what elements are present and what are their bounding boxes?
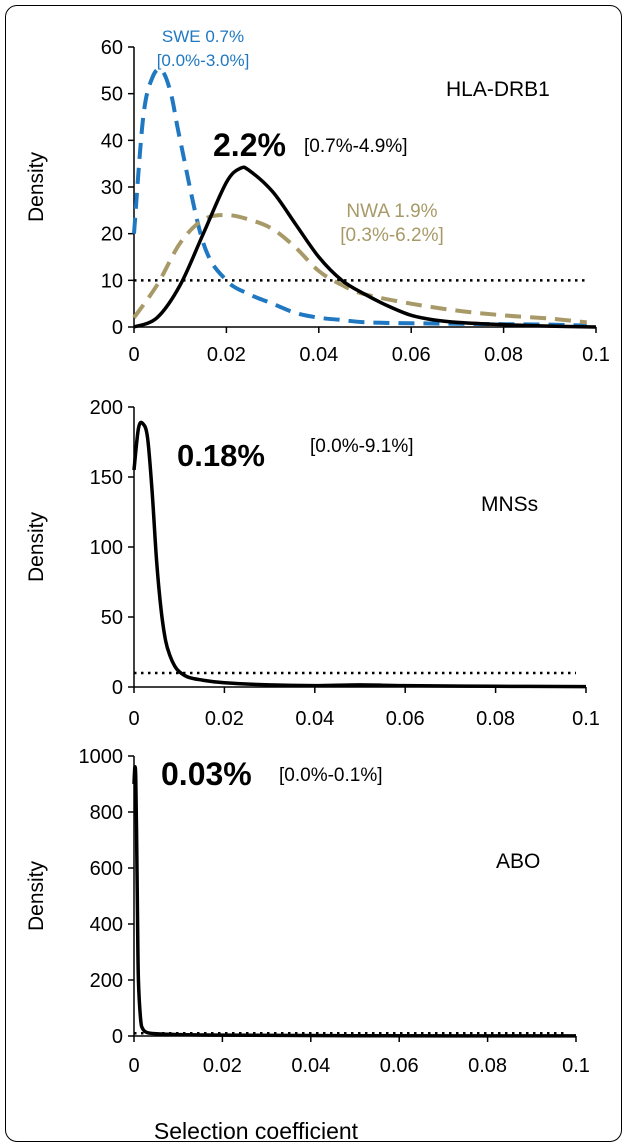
population-annotation: SWE 0.7% [162,27,244,46]
panel-3: 0 200 400 600 800 1000 0 0.02 0.04 0.06 0.08 0.1 Den… [25,746,590,1077]
x-tick-label: 0 [128,344,139,366]
y-tick-label: 600 [90,858,123,880]
figure-frame: 0 10 20 30 40 50 60 0 0.02 0.04 0.06 0.08 0.1 Density… [5,5,622,1143]
estimate-label: 0.18% [177,438,265,473]
x-tick-label: 0.1 [562,1055,590,1077]
gene-label: MNSs [481,493,538,516]
density-curve-dashed [132,213,587,325]
y-tick-label: 150 [90,467,123,489]
x-tick-label: 0.04 [291,1055,330,1077]
density-curve-dashed [132,67,587,328]
x-axis-title: Selection coefficient [154,1118,359,1143]
y-tick-label: 40 [101,130,123,152]
interval-label: [0.7%-4.9%] [304,136,408,157]
estimate-label: 0.03% [161,756,252,792]
x-tick-label: 0.02 [203,1055,242,1077]
y-tick-label: 20 [101,224,123,246]
gene-label: HLA-DRB1 [446,78,550,101]
y-axis-label: Density [25,151,48,222]
y-tick-label: 60 [101,37,123,59]
x-tick-label: 0 [128,1055,139,1077]
x-tick-label: 0.1 [582,344,610,366]
y-tick-label: 10 [101,270,123,292]
density-curve-solid [132,420,587,689]
interval-label: [0.0%-9.1%] [310,436,414,457]
population-annotation: [0.0%-3.0%] [157,51,250,70]
density-curve-solid [133,165,597,329]
x-tick-label: 0.02 [207,344,246,366]
y-tick-label: 0 [112,677,123,699]
y-tick-label: 400 [90,914,123,936]
gene-label: ABO [496,850,540,873]
y-tick-label: 800 [90,802,123,824]
population-annotation: NWA 1.9% [346,201,437,222]
population-annotation: [0.3%-6.2%] [340,225,444,246]
x-tick-label: 0.08 [484,344,523,366]
x-tick-label: 0.06 [380,1055,419,1077]
y-tick-label: 30 [101,177,123,199]
x-tick-label: 0.06 [386,708,425,730]
panel-2: 0 50 100 150 200 0 0.02 0.04 0.06 0.08 0.1 Density M… [25,397,600,730]
y-tick-label: 0 [112,317,123,339]
x-tick-label: 0.1 [572,708,600,730]
y-axis-label: Density [25,860,48,931]
panel-1: 0 10 20 30 40 50 60 0 0.02 0.04 0.06 0.08 0.1 Density… [25,27,610,366]
y-tick-label: 200 [90,397,123,419]
interval-label: [0.0%-0.1%] [279,765,383,786]
y-tick-label: 200 [90,970,123,992]
y-tick-label: 1000 [79,746,124,768]
y-tick-label: 50 [101,84,123,106]
y-axis-label: Density [25,511,48,582]
x-tick-label: 0 [128,708,139,730]
y-tick-label: 0 [112,1026,123,1048]
x-tick-label: 0.02 [205,708,244,730]
y-tick-label: 100 [90,537,123,559]
x-tick-label: 0.06 [392,344,431,366]
x-tick-label: 0.04 [299,344,338,366]
y-tick-label: 50 [101,607,123,629]
estimate-label: 2.2% [213,127,286,163]
x-tick-label: 0.08 [476,708,515,730]
density-curve-solid [132,765,577,1038]
x-tick-label: 0.08 [468,1055,507,1077]
x-tick-label: 0.04 [295,708,334,730]
